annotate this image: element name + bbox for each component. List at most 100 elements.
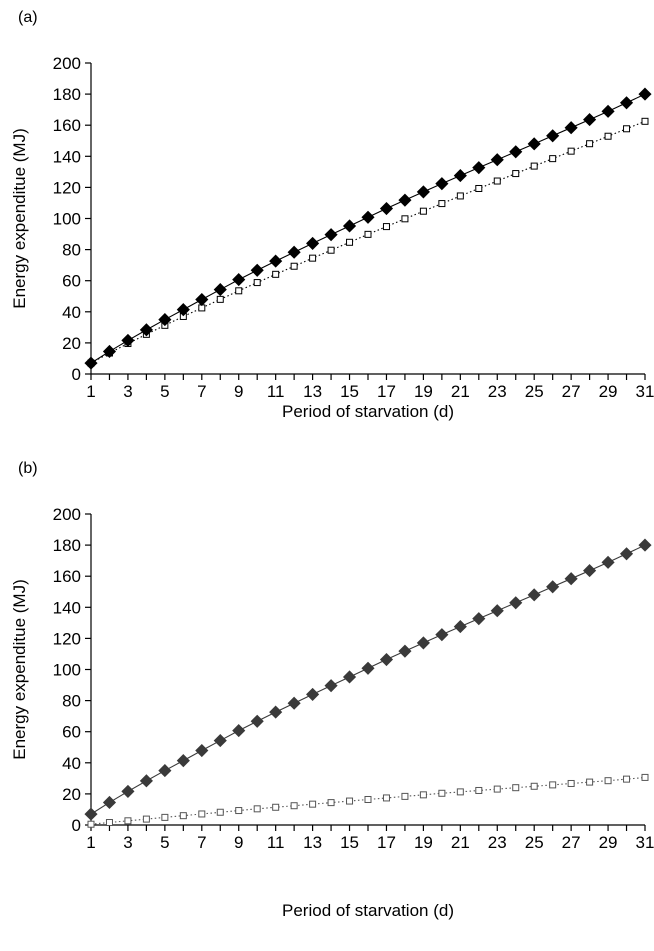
data-point: [121, 333, 135, 347]
data-point: [287, 245, 301, 259]
data-point: [401, 215, 409, 223]
series-open-square: [87, 773, 649, 828]
data-point: [361, 210, 375, 224]
data-point: [121, 784, 135, 798]
y-tick-label: 60: [62, 723, 81, 742]
series-line: [90, 544, 646, 815]
y-tick-label: 120: [53, 629, 81, 648]
data-point: [472, 612, 486, 626]
data-point: [619, 547, 634, 561]
y-tick-label: 160: [53, 567, 81, 586]
data-point: [213, 282, 227, 297]
x-tick-label: 19: [414, 382, 433, 401]
data-point: [342, 219, 357, 233]
data-point: [269, 254, 283, 268]
data-point: [272, 270, 280, 278]
data-point: [213, 733, 227, 748]
data-point: [567, 147, 575, 155]
x-tick-label: 31: [636, 833, 654, 852]
data-point: [342, 670, 357, 684]
data-point: [641, 117, 649, 125]
x-tick-label: 9: [234, 833, 243, 852]
x-tick-label: 1: [86, 833, 95, 852]
data-point: [158, 313, 172, 327]
data-point: [583, 564, 597, 578]
x-tick-label: 5: [160, 382, 169, 401]
data-point: [490, 153, 504, 167]
x-tick-label: 13: [303, 382, 322, 401]
data-point: [509, 145, 523, 159]
x-tick-label: 21: [451, 833, 470, 852]
data-point: [216, 808, 224, 816]
data-point: [601, 555, 615, 569]
x-tick-label: 11: [267, 382, 285, 401]
y-tick-label: 60: [62, 272, 81, 291]
data-point: [619, 96, 634, 110]
data-point: [623, 775, 631, 783]
data-point: [530, 162, 538, 170]
data-point: [416, 636, 430, 650]
x-tick-label: 25: [525, 382, 544, 401]
series-filled-diamond: [84, 87, 652, 370]
data-point: [475, 786, 483, 794]
data-point: [327, 799, 335, 807]
data-point: [250, 263, 264, 277]
data-point: [398, 644, 412, 658]
data-point: [564, 121, 578, 135]
data-point: [124, 817, 132, 825]
data-point: [346, 238, 354, 246]
data-point: [324, 679, 338, 693]
x-tick-label: 17: [377, 382, 396, 401]
x-tick-label: 9: [234, 382, 243, 401]
y-tick-label: 200: [53, 505, 81, 524]
y-tick-label: 0: [72, 365, 81, 384]
data-point: [176, 303, 190, 317]
x-tick-label: 25: [525, 833, 544, 852]
data-point: [435, 628, 449, 642]
y-axis-title: Energy expenditue (MJ): [10, 128, 29, 308]
y-tick-label: 20: [62, 334, 81, 353]
data-point: [142, 815, 150, 823]
y-tick-label: 160: [53, 116, 81, 135]
x-tick-label: 29: [599, 382, 618, 401]
data-point: [324, 228, 338, 242]
data-point: [235, 287, 243, 295]
data-point: [158, 764, 172, 778]
data-point: [176, 754, 190, 768]
y-tick-label: 180: [53, 536, 81, 555]
data-point: [419, 791, 427, 799]
data-point: [638, 87, 652, 101]
data-point: [382, 794, 390, 802]
y-tick-label: 40: [62, 754, 81, 773]
data-point: [364, 230, 372, 238]
data-point: [456, 788, 464, 796]
data-point: [253, 805, 261, 813]
data-point: [527, 137, 541, 151]
x-tick-label: 7: [197, 382, 206, 401]
data-point: [493, 177, 501, 185]
series-line: [90, 120, 646, 364]
data-point: [401, 792, 409, 800]
data-point: [364, 795, 372, 803]
data-point: [306, 236, 320, 250]
data-point: [87, 820, 95, 828]
data-point: [382, 223, 390, 231]
data-point: [235, 807, 243, 815]
panel-label: (b): [18, 460, 38, 477]
x-tick-label: 29: [599, 833, 618, 852]
data-point: [512, 170, 520, 178]
x-tick-label: 21: [451, 382, 470, 401]
data-point: [105, 819, 113, 827]
data-point: [346, 797, 354, 805]
data-point: [102, 344, 117, 359]
data-point: [604, 777, 612, 785]
x-axis-title: Period of starvation (d): [282, 402, 454, 421]
series-filled-diamond: [84, 538, 652, 821]
x-tick-label: 31: [636, 382, 654, 401]
x-tick-label: 15: [340, 833, 359, 852]
data-point: [416, 185, 430, 199]
data-point: [232, 273, 246, 287]
data-point: [438, 200, 446, 208]
x-tick-label: 5: [160, 833, 169, 852]
